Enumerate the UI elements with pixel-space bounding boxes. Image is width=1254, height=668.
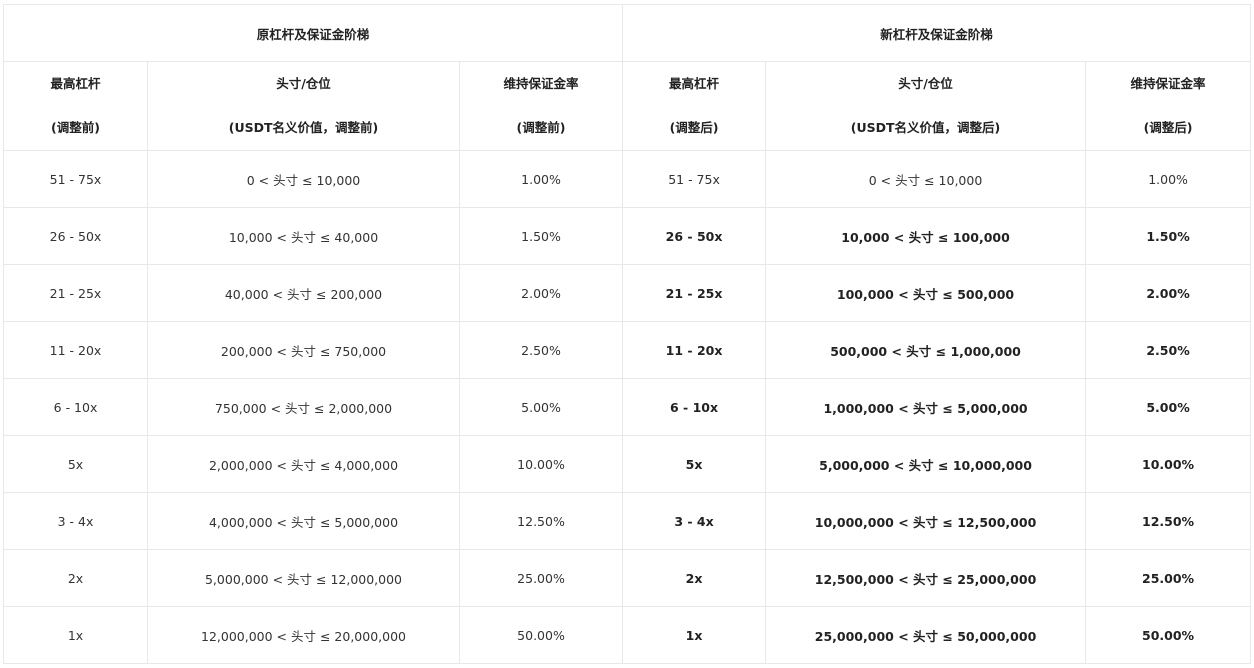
cell-maintenance-margin-before: 5.00%: [458, 378, 624, 436]
table-row: 51 - 75x 0 < 头寸 ≤ 10,000 1.00% 51 - 75x 0 < …: [3, 150, 1252, 208]
column-header-subtitle: (USDT名义价值，调整后): [850, 120, 1001, 135]
cell-maintenance-margin-after: 50.00%: [1085, 606, 1252, 664]
cell-maintenance-margin-after: 1.00%: [1085, 150, 1252, 208]
table-row: 2x 5,000,000 < 头寸 ≤ 12,000,000 25.00% 2x 12,…: [3, 549, 1252, 607]
column-header-subtitle: (调整前): [516, 120, 566, 135]
group-header-row: 原杠杆及保证金阶梯 新杠杆及保证金阶梯: [2, 4, 1252, 62]
cell-max-leverage-before: 2x: [3, 549, 148, 607]
column-header-max-leverage-after: 最高杠杆 (调整后): [622, 61, 767, 151]
table-row: 1x 12,000,000 < 头寸 ≤ 20,000,000 50.00% 1x 25…: [3, 606, 1252, 664]
cell-maintenance-margin-before: 25.00%: [458, 549, 624, 607]
cell-maintenance-margin-after: 12.50%: [1085, 492, 1252, 550]
column-header-subtitle: (调整前): [51, 120, 100, 135]
cell-max-leverage-before: 11 - 20x: [3, 321, 148, 379]
cell-max-leverage-before: 21 - 25x: [3, 264, 148, 322]
cell-position-after: 10,000,000 < 头寸 ≤ 12,500,000: [765, 492, 1087, 550]
cell-position-before: 200,000 < 头寸 ≤ 750,000: [147, 321, 460, 379]
cell-max-leverage-before: 3 - 4x: [3, 492, 148, 550]
cell-maintenance-margin-before: 2.50%: [458, 321, 624, 379]
cell-maintenance-margin-after: 2.50%: [1085, 321, 1252, 379]
cell-position-before: 750,000 < 头寸 ≤ 2,000,000: [147, 378, 460, 436]
table-row: 5x 2,000,000 < 头寸 ≤ 4,000,000 10.00% 5x 5,00…: [3, 435, 1252, 493]
column-header-position-after: 头寸/仓位 (USDT名义价值，调整后): [765, 61, 1087, 151]
cell-maintenance-margin-before: 2.00%: [458, 264, 624, 322]
cell-max-leverage-after: 3 - 4x: [622, 492, 767, 550]
cell-position-after: 12,500,000 < 头寸 ≤ 25,000,000: [765, 549, 1087, 607]
cell-position-before: 10,000 < 头寸 ≤ 40,000: [147, 207, 460, 265]
cell-max-leverage-before: 5x: [3, 435, 148, 493]
column-header-title: 头寸/仓位: [276, 76, 331, 91]
cell-max-leverage-after: 5x: [622, 435, 767, 493]
cell-max-leverage-before: 6 - 10x: [3, 378, 148, 436]
column-header-maintenance-margin-before: 维持保证金率 (调整前): [458, 61, 624, 151]
table-row: 11 - 20x 200,000 < 头寸 ≤ 750,000 2.50% 11 - …: [3, 321, 1252, 379]
cell-maintenance-margin-before: 1.00%: [458, 150, 624, 208]
cell-maintenance-margin-before: 12.50%: [458, 492, 624, 550]
cell-maintenance-margin-after: 10.00%: [1085, 435, 1252, 493]
cell-position-after: 1,000,000 < 头寸 ≤ 5,000,000: [765, 378, 1087, 436]
cell-max-leverage-after: 21 - 25x: [622, 264, 767, 322]
group-header-new: 新杠杆及保证金阶梯: [622, 4, 1252, 62]
cell-position-after: 25,000,000 < 头寸 ≤ 50,000,000: [765, 606, 1087, 664]
cell-maintenance-margin-after: 5.00%: [1085, 378, 1252, 436]
table-row: 6 - 10x 750,000 < 头寸 ≤ 2,000,000 5.00% 6 - …: [3, 378, 1252, 436]
table-row: 21 - 25x 40,000 < 头寸 ≤ 200,000 2.00% 21 - 2…: [3, 264, 1252, 322]
cell-position-after: 5,000,000 < 头寸 ≤ 10,000,000: [765, 435, 1087, 493]
column-header-max-leverage-before: 最高杠杆 (调整前): [3, 61, 148, 151]
cell-position-before: 4,000,000 < 头寸 ≤ 5,000,000: [147, 492, 460, 550]
column-header-title: 最高杠杆: [50, 76, 101, 91]
cell-position-after: 100,000 < 头寸 ≤ 500,000: [765, 264, 1087, 322]
column-header-subtitle: (USDT名义价值，调整前): [228, 120, 379, 135]
cell-position-before: 0 < 头寸 ≤ 10,000: [147, 150, 460, 208]
cell-max-leverage-after: 26 - 50x: [622, 207, 767, 265]
column-header-title: 维持保证金率: [503, 76, 579, 91]
cell-maintenance-margin-before: 50.00%: [458, 606, 624, 664]
group-header-original: 原杠杆及保证金阶梯: [2, 4, 624, 62]
table-row: 26 - 50x 10,000 < 头寸 ≤ 40,000 1.50% 26 - 50…: [3, 207, 1252, 265]
cell-max-leverage-before: 1x: [3, 606, 148, 664]
column-header-subtitle: (调整后): [669, 120, 719, 135]
cell-position-after: 0 < 头寸 ≤ 10,000: [765, 150, 1087, 208]
cell-position-before: 12,000,000 < 头寸 ≤ 20,000,000: [147, 606, 460, 664]
cell-max-leverage-after: 6 - 10x: [622, 378, 767, 436]
table-body: 51 - 75x 0 < 头寸 ≤ 10,000 1.00% 51 - 75x 0 < …: [3, 150, 1252, 664]
cell-maintenance-margin-after: 25.00%: [1085, 549, 1252, 607]
cell-position-before: 5,000,000 < 头寸 ≤ 12,000,000: [147, 549, 460, 607]
cell-max-leverage-after: 1x: [622, 606, 767, 664]
cell-maintenance-margin-before: 10.00%: [458, 435, 624, 493]
cell-max-leverage-before: 26 - 50x: [3, 207, 148, 265]
column-header-position-before: 头寸/仓位 (USDT名义价值，调整前): [147, 61, 460, 151]
cell-position-before: 40,000 < 头寸 ≤ 200,000: [147, 264, 460, 322]
cell-maintenance-margin-after: 1.50%: [1085, 207, 1252, 265]
cell-position-after: 500,000 < 头寸 ≤ 1,000,000: [765, 321, 1087, 379]
column-header-title: 最高杠杆: [669, 76, 720, 91]
column-header-maintenance-margin-after: 维持保证金率 (调整后): [1085, 61, 1252, 151]
cell-position-after: 10,000 < 头寸 ≤ 100,000: [765, 207, 1087, 265]
cell-max-leverage-after: 11 - 20x: [622, 321, 767, 379]
cell-maintenance-margin-before: 1.50%: [458, 207, 624, 265]
table-row: 3 - 4x 4,000,000 < 头寸 ≤ 5,000,000 12.50% 3 …: [3, 492, 1252, 550]
cell-maintenance-margin-after: 2.00%: [1085, 264, 1252, 322]
cell-max-leverage-after: 51 - 75x: [622, 150, 767, 208]
column-header-title: 维持保证金率: [1130, 76, 1206, 91]
cell-max-leverage-before: 51 - 75x: [3, 150, 148, 208]
column-header-title: 头寸/仓位: [898, 76, 953, 91]
column-header-row: 最高杠杆 (调整前) 头寸/仓位 (USDT名义价值，调整前) 维持保证金率 (调整前) 最…: [3, 61, 1252, 151]
cell-max-leverage-after: 2x: [622, 549, 767, 607]
cell-position-before: 2,000,000 < 头寸 ≤ 4,000,000: [147, 435, 460, 493]
column-header-subtitle: (调整后): [1143, 120, 1193, 135]
leverage-margin-table: 原杠杆及保证金阶梯 新杠杆及保证金阶梯 最高杠杆 (调整前) 头寸/仓位 (USDT名…: [2, 4, 1252, 664]
